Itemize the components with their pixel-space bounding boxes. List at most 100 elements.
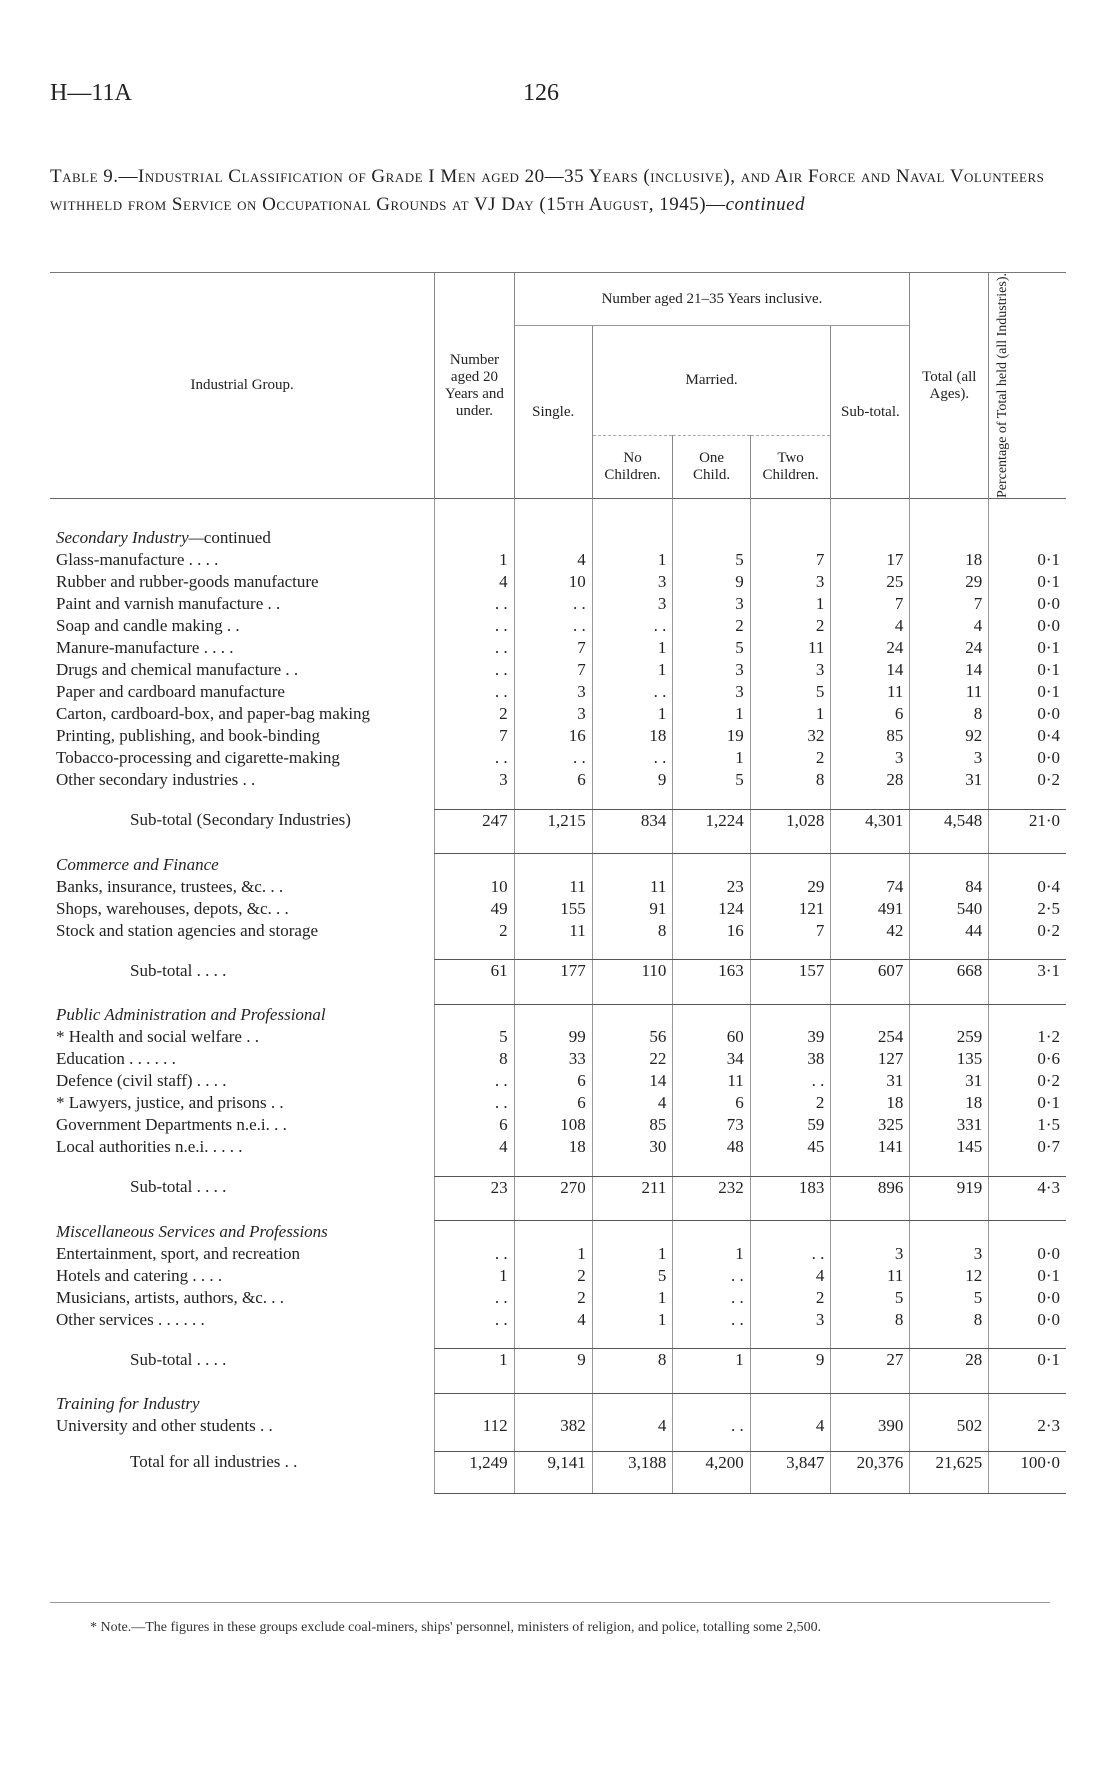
spacer-cell (830, 1330, 910, 1350)
value-cell: 4 (513, 549, 593, 572)
value-cell: 18 (830, 1092, 910, 1115)
row-label: Total for all industries . . (50, 1451, 435, 1474)
col-header-group: Industrial Group. (50, 271, 435, 499)
value-cell: 4 (591, 1415, 673, 1438)
value-cell (988, 527, 1066, 550)
value-cell: 5 (672, 549, 751, 572)
value-cell: 540 (909, 897, 989, 920)
value-cell: 16 (513, 725, 593, 748)
spacer-cell (434, 791, 515, 810)
value-cell: 390 (830, 1415, 910, 1438)
value-cell: 2 (513, 1264, 593, 1287)
value-cell: 3 (830, 1242, 910, 1265)
row-label: Public Administration and Professional (50, 1004, 435, 1026)
col-header-total: Total (all Ages). (909, 271, 989, 499)
value-cell: 247 (434, 809, 515, 832)
value-cell: 325 (830, 1114, 910, 1137)
row-label-text: Shops, warehouses, depots, &c. . . (56, 898, 289, 918)
value-cell: 99 (513, 1026, 593, 1049)
value-cell: 0·7 (988, 1136, 1066, 1159)
row-label: Entertainment, sport, and recreation (50, 1243, 435, 1265)
row-label: Other secondary industries . . (50, 769, 435, 791)
value-cell: 1 (672, 703, 751, 726)
value-cell: 0·0 (988, 747, 1066, 770)
spacer-row (50, 791, 1066, 810)
value-cell: 8 (909, 1308, 989, 1331)
value-cell: 16 (672, 919, 751, 942)
value-cell: 29 (749, 875, 831, 898)
footnote: * Note.—The figures in these groups excl… (90, 1620, 822, 1635)
subtotal-row: Sub-total (Secondary Industries) 247 1,215… (50, 809, 1066, 832)
value-cell (749, 1220, 831, 1243)
value-cell (749, 1004, 831, 1027)
value-cell: 6 (513, 769, 593, 792)
spacer-cell (749, 1437, 831, 1452)
row-label: Soap and candle making . . (50, 615, 435, 637)
value-cell: 8 (749, 769, 831, 792)
value-cell: 2 (749, 747, 831, 770)
spacer-cell (988, 498, 1066, 528)
value-cell: 3 (749, 571, 831, 594)
spacer (50, 499, 435, 528)
spacer-cell (749, 1330, 831, 1350)
spacer (50, 1199, 435, 1221)
value-cell (513, 1220, 593, 1243)
spacer-cell (988, 791, 1066, 810)
value-cell: 1·2 (988, 1026, 1066, 1049)
table-row: University and other students . . 112 382 4… (50, 1415, 1066, 1438)
value-cell: 0·6 (988, 1048, 1066, 1071)
value-cell (513, 853, 593, 876)
spacer-cell (513, 941, 593, 961)
spacer-cell (434, 1473, 515, 1495)
value-cell: 7 (830, 593, 910, 616)
spacer-cell (909, 1158, 989, 1177)
value-cell (591, 1220, 673, 1243)
data-table: Industrial Group. Number aged 20 Years a… (50, 271, 1066, 1495)
value-cell: 31 (909, 1070, 989, 1093)
row-label-text: Other secondary industries . . (56, 770, 256, 790)
row-label: Government Departments n.e.i. . . (50, 1114, 435, 1136)
spacer-cell (591, 1473, 673, 1495)
value-cell: 4,301 (830, 809, 910, 832)
value-cell (591, 853, 673, 876)
value-cell: 1,224 (672, 809, 751, 832)
value-cell: 3 (513, 681, 593, 704)
value-cell: 28 (909, 1348, 989, 1372)
value-cell: 112 (434, 1415, 515, 1438)
value-cell: 1 (591, 1242, 673, 1265)
row-label-text: Banks, insurance, trustees, &c. . . (56, 876, 284, 896)
spacer-cell (988, 1437, 1066, 1452)
spacer-cell (749, 941, 831, 961)
value-cell: 2 (513, 1286, 593, 1309)
spacer-cell (591, 498, 673, 528)
value-cell: 211 (591, 1176, 673, 1199)
value-cell: 331 (909, 1114, 989, 1137)
value-cell: . . (513, 747, 593, 770)
spacer-cell (830, 1473, 910, 1495)
value-cell (513, 527, 593, 550)
row-label-text: Miscellaneous Services and Professions (56, 1221, 328, 1241)
row-label: Musicians, artists, authors, &c. . . (50, 1287, 435, 1309)
spacer-cell (434, 982, 515, 1005)
spacer-cell (591, 941, 673, 961)
value-cell: 7 (749, 549, 831, 572)
row-label-text: Defence (civil staff) . . . . (56, 1071, 227, 1091)
spacer-cell (830, 791, 910, 810)
col-header-single: Single. (513, 325, 593, 499)
value-cell (830, 527, 910, 550)
col-header-pct: Percentage of Total held (all Industries… (988, 271, 1066, 499)
value-cell: . . (749, 1070, 831, 1093)
spacer-cell (909, 1371, 989, 1394)
value-cell: 0·0 (988, 1286, 1066, 1309)
value-cell: 4,548 (909, 809, 989, 832)
value-cell: . . (434, 747, 515, 770)
spacer-cell (988, 941, 1066, 961)
value-cell: 5 (672, 769, 751, 792)
value-cell: . . (672, 1415, 751, 1438)
value-cell: . . (513, 593, 593, 616)
table-row: Banks, insurance, trustees, &c. . . 10 11 1… (50, 875, 1066, 898)
spacer-cell (513, 1473, 593, 1495)
spacer-row (50, 498, 1066, 528)
value-cell: 9 (749, 1348, 831, 1372)
